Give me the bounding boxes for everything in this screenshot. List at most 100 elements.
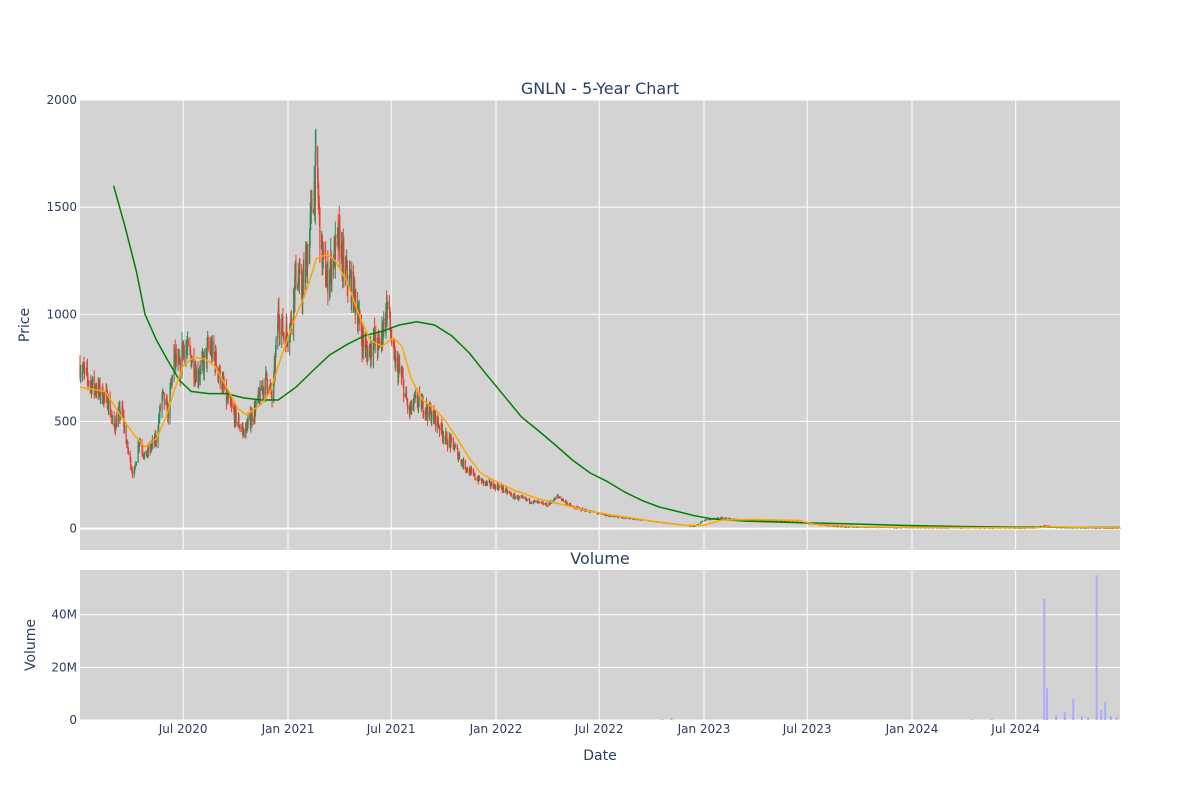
candle-body [466,467,469,471]
candle-body [724,517,726,519]
candle-body [206,344,208,362]
candle-body [529,498,531,503]
candle-body [125,425,127,444]
candle-body [472,470,474,473]
candle-body [151,443,153,447]
candle-body [217,373,220,377]
date-tick-label: Jul 2021 [366,722,416,736]
candle-body [99,395,102,397]
volume-bar [1087,717,1090,720]
candle-body [454,445,456,449]
candle-body [113,416,115,426]
candle-body [271,394,273,400]
candle-body [115,419,118,427]
candle-body [130,458,132,468]
candle-body [294,276,296,303]
candle-body [540,502,543,503]
candle-body [126,443,128,444]
volume-y-ticks: 0 20M 40M [51,608,77,727]
candle-body [269,386,271,391]
candle-body [362,331,364,351]
candle-body [489,481,491,486]
candle-body [303,268,305,283]
candle-body [209,346,211,348]
candle-body [470,469,473,471]
candle-body [107,398,110,409]
candle-body [307,253,309,264]
candle-body [91,376,94,385]
candle-body [546,506,548,507]
candle-body [242,428,244,432]
candle-body [766,520,768,522]
candle-body [947,527,949,529]
candle-body [453,448,455,450]
candle-body [446,434,448,445]
candle-body [422,398,424,414]
date-tick-label: Jul 2020 [158,722,208,736]
candle-body [533,500,535,502]
candle-body [494,484,496,486]
candle-body [293,288,295,326]
candle-body [87,376,89,382]
candle-body [437,416,439,424]
candle-body [505,488,507,490]
candle-body [171,377,173,380]
candle-body [1065,527,1067,529]
candle-body [146,450,148,457]
candle-body [380,335,383,348]
candle-body [444,438,446,440]
candle-body [770,520,772,522]
candle-body [482,479,485,484]
candle-body [442,435,445,440]
candle-body [142,451,144,454]
candle-body [438,426,440,428]
volume-bar [1072,698,1075,720]
candle-body [81,373,83,375]
candle-body [167,406,169,419]
candle-body [383,318,385,334]
candle-body [514,495,516,499]
candle-body [223,385,225,389]
candle-body [157,431,159,443]
candle-body [177,357,179,363]
candle-body [427,411,429,418]
candle-body [298,270,300,282]
candle-body [552,500,555,503]
price-grid [80,99,1120,550]
date-tick-label: Jul 2024 [990,722,1040,736]
candle-body [1119,527,1121,529]
candle-body [482,479,484,481]
price-plot-area[interactable] [80,100,1120,550]
candle-body [596,513,599,514]
candle-body [171,377,173,384]
candle-body [777,520,779,522]
candle-body [893,527,895,529]
candle-body [229,397,232,403]
candle-body [493,484,495,489]
candle-body [606,515,608,516]
candle-body [191,362,193,367]
candle-body [199,365,201,376]
candle-body [162,391,164,395]
candle-body [403,380,405,397]
candle-body [498,486,500,490]
candle-body [138,441,140,447]
candle-body [354,280,356,294]
candle-body [161,394,163,410]
candle-body [185,349,188,351]
candle-body [533,500,535,503]
candle-body [448,437,450,447]
candle-body [506,489,508,493]
candle-body [404,393,406,397]
candle-body [865,527,868,529]
candle-body [158,418,160,420]
candle-body [187,340,189,346]
volume-plot-area[interactable] [80,570,1120,720]
candle-body [429,403,431,412]
candle-body [285,324,287,347]
candle-body [560,498,563,501]
candle-body [845,526,848,528]
candle-body [1105,528,1107,529]
candle-body [201,360,203,366]
candle-body [450,437,453,439]
